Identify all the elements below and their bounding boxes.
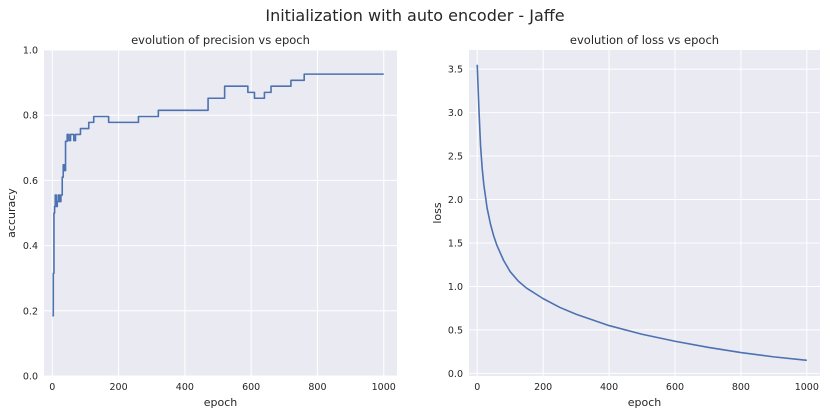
loss-chart: 0 200 400 600 800 1000 0.0 0.5 1.0 1.5 2.0 2.5 3.0 3.…: [431, 33, 820, 409]
precision-x-tick-label: 600: [242, 382, 260, 393]
loss-x-tick-label: 0: [474, 382, 480, 393]
precision-series: [52, 73, 384, 317]
loss-y-axis-label: loss: [431, 202, 444, 224]
precision-y-tick-label: 0.2: [23, 306, 38, 317]
loss-tick-labels: 0 200 400 600 800 1000 0.0 0.5 1.0 1.5 2.0 2.5 3.0 3.…: [448, 65, 819, 393]
precision-line: [52, 73, 384, 317]
loss-x-tick-label: 200: [534, 382, 552, 393]
loss-y-tick-label: 1.0: [448, 282, 463, 293]
loss-series: [476, 64, 807, 362]
precision-x-axis-label: epoch: [204, 396, 238, 409]
loss-x-tick-label: 800: [732, 382, 750, 393]
loss-gridlines: [469, 50, 820, 376]
precision-x-tick-label: 0: [49, 382, 55, 393]
loss-chart-title: evolution of loss vs epoch: [570, 33, 719, 47]
loss-y-tick-label: 0.0: [448, 369, 463, 380]
loss-x-axis-label: epoch: [628, 396, 662, 409]
loss-plot-area: [469, 50, 820, 376]
loss-y-tick-label: 3.5: [448, 65, 463, 76]
loss-y-tick-label: 2.0: [448, 195, 463, 206]
precision-x-tick-label: 1000: [372, 382, 396, 393]
precision-tick-labels: 0 200 400 600 800 1000 0.0 0.2 0.4 0.6 0.8 1.0: [23, 46, 396, 394]
precision-y-tick-label: 0.6: [23, 176, 38, 187]
loss-x-tick-label: 400: [600, 382, 618, 393]
precision-x-tick-label: 400: [176, 382, 194, 393]
loss-x-tick-label: 600: [666, 382, 684, 393]
precision-y-tick-label: 0.0: [23, 372, 38, 383]
precision-x-tick-label: 800: [308, 382, 326, 393]
precision-y-tick-label: 0.8: [23, 111, 38, 122]
loss-y-tick-label: 0.5: [448, 325, 463, 336]
loss-x-tick-label: 1000: [795, 382, 819, 393]
precision-chart: 0 200 400 600 800 1000 0.0 0.2 0.4 0.6 0.8 1.0 evol…: [5, 33, 397, 409]
loss-y-tick-label: 1.5: [448, 238, 463, 249]
precision-plot-area: [44, 50, 397, 376]
loss-y-tick-label: 2.5: [448, 152, 463, 163]
figure-title: Initialization with auto encoder - Jaffe: [265, 6, 564, 25]
precision-chart-title: evolution of precision vs epoch: [131, 33, 310, 47]
precision-gridlines: [44, 49, 397, 377]
loss-y-tick-label: 3.0: [448, 108, 463, 119]
loss-line: [476, 64, 807, 362]
precision-y-tick-label: 1.0: [23, 46, 38, 57]
precision-y-tick-label: 0.4: [23, 241, 38, 252]
precision-x-tick-label: 200: [110, 382, 128, 393]
precision-y-axis-label: accuracy: [5, 188, 18, 238]
